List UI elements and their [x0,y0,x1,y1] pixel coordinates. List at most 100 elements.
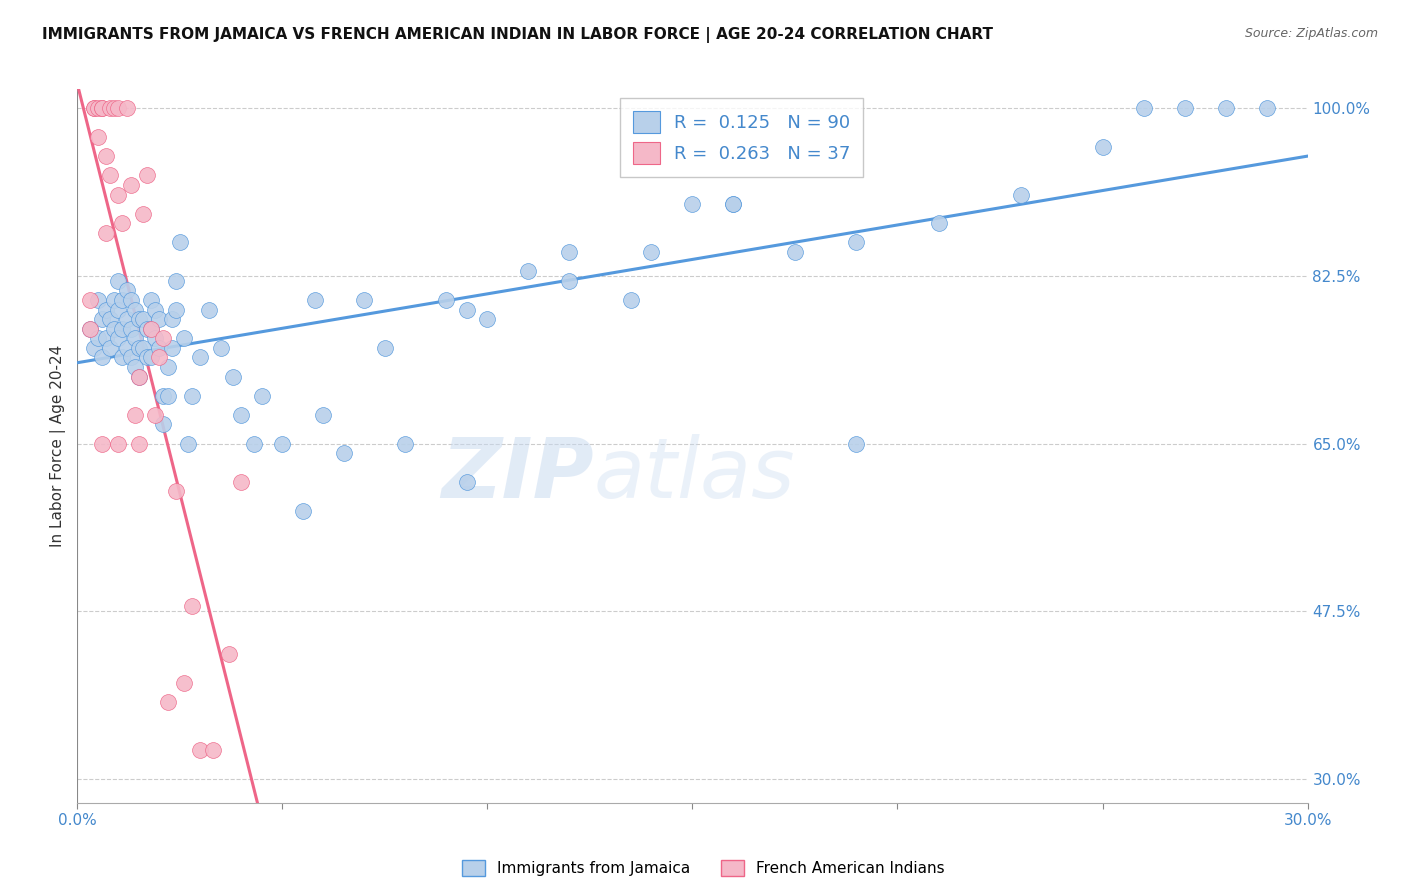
Point [845,436,868,450]
Point [90,351,114,365]
Point [103,293,125,307]
Point [120,351,142,365]
Point [723,197,745,211]
Point [1174,101,1197,115]
Point [620,293,643,307]
Point [128,369,150,384]
Point [128,369,150,384]
Point [128,341,150,355]
Point [1010,187,1032,202]
Point [188,351,212,365]
Point [477,312,499,326]
Point [87,331,110,345]
Point [682,197,704,211]
Point [98,312,121,326]
Point [209,341,232,355]
Point [128,436,150,450]
Point [148,351,170,365]
Point [87,130,110,145]
Y-axis label: In Labor Force | Age 20-24: In Labor Force | Age 20-24 [51,345,66,547]
Point [156,389,179,403]
Legend: Immigrants from Jamaica, French American Indians: Immigrants from Jamaica, French American… [456,855,950,882]
Point [152,331,174,345]
Point [120,321,142,335]
Point [83,341,105,355]
Point [271,436,294,450]
Point [558,274,581,288]
Point [928,216,950,230]
Point [132,312,155,326]
Point [141,351,163,365]
Point [165,274,187,288]
Point [148,312,170,326]
Point [83,101,105,115]
Point [177,436,200,450]
Point [558,245,581,260]
Point [136,321,159,335]
Point [231,475,253,489]
Point [98,169,121,183]
Point [132,207,155,221]
Text: ZIP: ZIP [441,434,595,515]
Point [160,312,183,326]
Point [87,101,110,115]
Point [156,695,179,709]
Point [165,484,187,499]
Point [107,436,129,450]
Point [107,274,129,288]
Point [124,302,146,317]
Point [353,293,375,307]
Point [107,302,129,317]
Point [250,389,273,403]
Point [723,197,745,211]
Point [197,302,219,317]
Point [165,302,187,317]
Point [173,676,195,690]
Point [169,235,191,250]
Point [201,743,224,757]
Point [90,312,114,326]
Point [141,321,163,335]
Point [124,408,146,422]
Point [640,245,662,260]
Point [87,293,110,307]
Point [136,351,159,365]
Point [222,369,245,384]
Point [79,293,101,307]
Point [94,149,117,163]
Point [94,302,117,317]
Text: atlas: atlas [595,434,796,515]
Point [436,293,458,307]
Point [79,321,101,335]
Point [152,389,174,403]
Point [124,359,146,374]
Point [107,187,129,202]
Point [136,169,159,183]
Point [181,599,204,614]
Point [120,293,142,307]
Point [98,341,121,355]
Point [103,101,125,115]
Point [152,417,174,432]
Point [79,321,101,335]
Point [181,389,204,403]
Point [845,235,868,250]
Point [141,293,163,307]
Point [107,101,129,115]
Point [456,475,478,489]
Point [456,302,478,317]
Point [148,341,170,355]
Point [94,226,117,240]
Point [98,101,121,115]
Point [111,216,134,230]
Point [304,293,326,307]
Point [115,284,138,298]
Point [111,293,134,307]
Point [141,321,163,335]
Point [120,178,142,192]
Point [90,101,114,115]
Point [115,341,138,355]
Point [218,648,240,662]
Point [517,264,540,278]
Point [1091,139,1114,153]
